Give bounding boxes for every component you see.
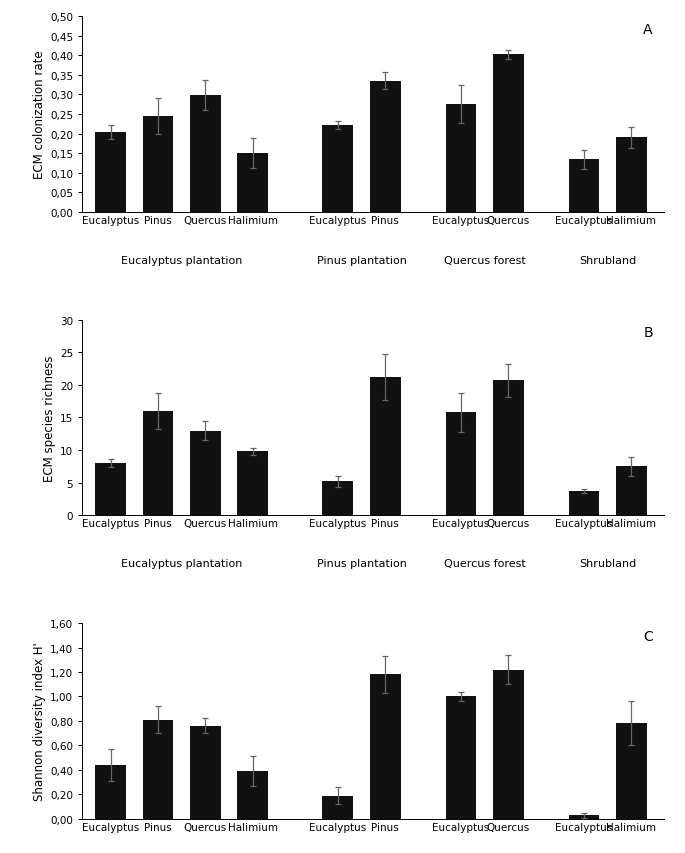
Y-axis label: ECM colonization rate: ECM colonization rate xyxy=(33,50,46,179)
Bar xyxy=(370,675,401,819)
Bar xyxy=(445,105,476,212)
Text: Quercus forest: Quercus forest xyxy=(444,256,525,265)
Bar xyxy=(95,765,126,819)
Bar xyxy=(493,670,523,819)
Bar xyxy=(569,815,599,819)
Text: Eucalyptus plantation: Eucalyptus plantation xyxy=(121,559,242,569)
Bar xyxy=(190,726,221,819)
Bar xyxy=(569,491,599,516)
Bar xyxy=(142,117,173,212)
Text: Pinus plantation: Pinus plantation xyxy=(316,559,406,569)
Text: Pinus plantation: Pinus plantation xyxy=(316,256,406,265)
Bar xyxy=(370,82,401,212)
Bar xyxy=(569,160,599,212)
Bar xyxy=(237,154,268,212)
Text: C: C xyxy=(643,630,653,643)
Bar xyxy=(323,796,353,819)
Bar xyxy=(323,125,353,212)
Text: Shrubland: Shrubland xyxy=(579,559,636,569)
Bar xyxy=(190,431,221,516)
Text: Quercus forest: Quercus forest xyxy=(444,559,525,569)
Bar xyxy=(142,720,173,819)
Bar xyxy=(95,132,126,212)
Bar xyxy=(370,378,401,516)
Bar xyxy=(493,55,523,212)
Text: Eucalyptus plantation: Eucalyptus plantation xyxy=(121,256,242,265)
Bar xyxy=(95,463,126,516)
Bar xyxy=(445,413,476,516)
Text: B: B xyxy=(643,326,653,340)
Bar xyxy=(323,482,353,516)
Bar xyxy=(142,411,173,516)
Bar xyxy=(616,467,647,516)
Text: Shrubland: Shrubland xyxy=(579,256,636,265)
Y-axis label: Shannon diversity index H': Shannon diversity index H' xyxy=(33,641,46,800)
Text: A: A xyxy=(643,23,653,37)
Bar xyxy=(237,771,268,819)
Y-axis label: ECM species richness: ECM species richness xyxy=(42,355,55,481)
Bar xyxy=(616,138,647,212)
Bar xyxy=(616,723,647,819)
Bar xyxy=(237,452,268,516)
Bar xyxy=(445,697,476,819)
Bar xyxy=(190,96,221,212)
Bar xyxy=(493,380,523,516)
